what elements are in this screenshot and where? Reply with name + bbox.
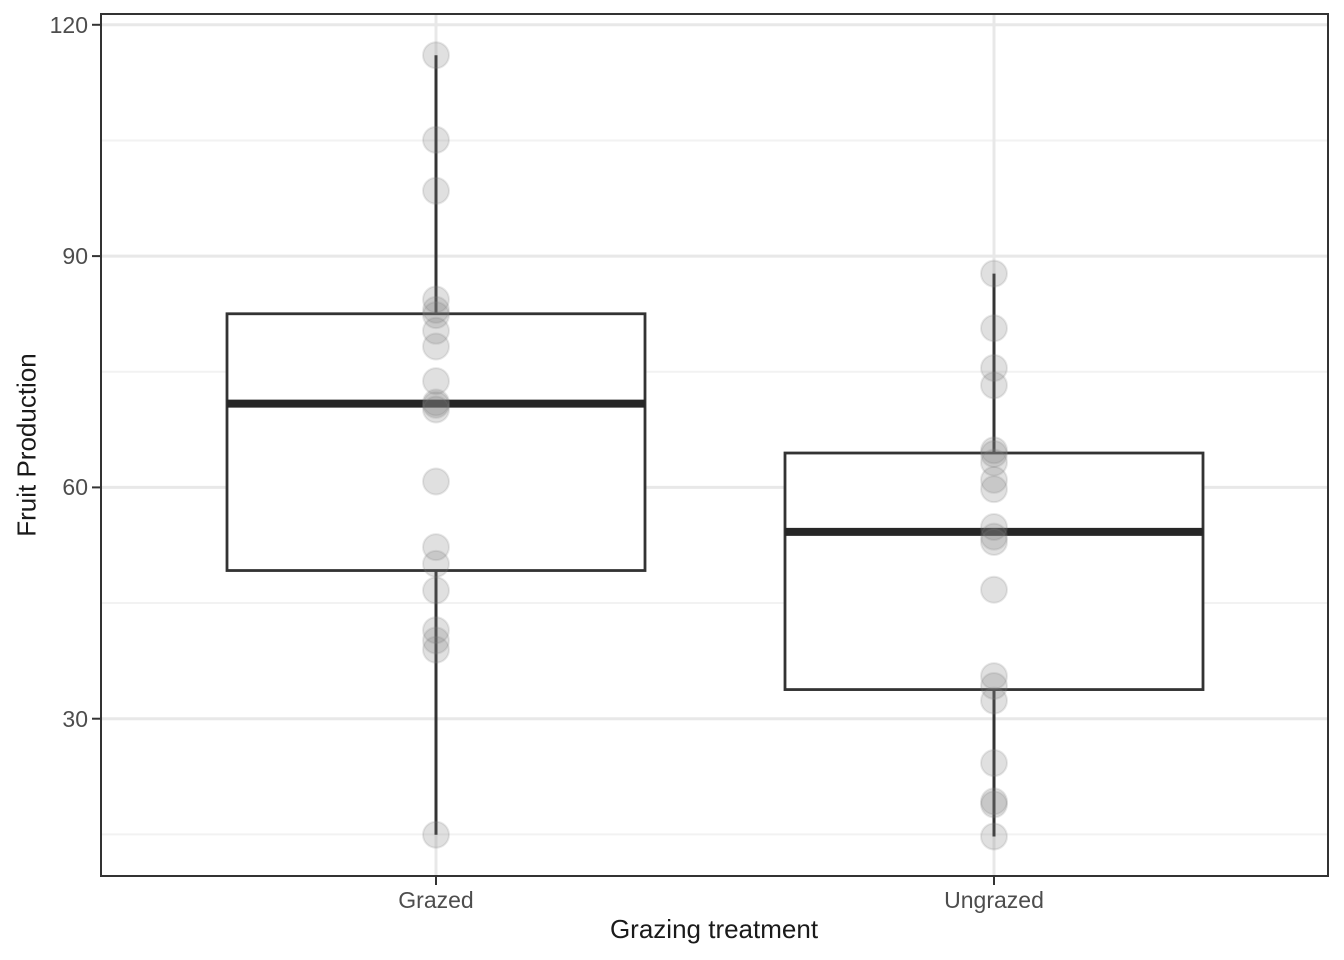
x-tick-label: Grazed <box>398 887 474 913</box>
x-tick-label: Ungrazed <box>944 887 1044 913</box>
y-tick-label: 90 <box>62 243 88 270</box>
data-point <box>422 388 450 417</box>
y-tick-label: 120 <box>49 11 88 38</box>
data-point <box>422 533 450 562</box>
data-point <box>980 522 1008 551</box>
data-point <box>980 822 1008 851</box>
data-point <box>980 475 1008 504</box>
data-point <box>980 465 1008 494</box>
y-axis-title: Fruit Production <box>11 353 42 537</box>
data-point <box>980 662 1008 691</box>
data-point <box>422 125 450 154</box>
data-point <box>980 448 1008 477</box>
data-point <box>980 371 1008 400</box>
data-point <box>422 635 450 664</box>
data-point <box>980 353 1008 382</box>
data-point <box>422 820 450 849</box>
x-axis-title: Grazing treatment <box>609 914 819 944</box>
data-point <box>980 314 1008 343</box>
data-point <box>980 436 1008 465</box>
data-point <box>422 616 450 645</box>
data-point <box>980 439 1008 468</box>
data-point <box>980 527 1008 556</box>
box-ungrazed <box>783 451 1205 691</box>
panel-border <box>100 13 1329 877</box>
data-point <box>422 332 450 361</box>
data-point <box>422 367 450 396</box>
data-point <box>422 626 450 655</box>
data-point <box>980 671 1008 700</box>
data-point <box>422 295 450 324</box>
data-point <box>422 301 450 330</box>
data-point <box>422 390 450 419</box>
data-point <box>422 395 450 424</box>
y-tick-label: 30 <box>62 705 88 732</box>
data-point <box>980 513 1008 542</box>
data-point <box>422 576 450 605</box>
data-point <box>422 316 450 345</box>
data-point <box>980 259 1008 288</box>
data-point <box>980 790 1008 819</box>
data-point <box>980 787 1008 816</box>
data-point <box>980 686 1008 715</box>
y-tick-label: 60 <box>62 474 88 501</box>
data-point <box>422 285 450 314</box>
data-point <box>422 549 450 578</box>
data-point <box>422 41 450 70</box>
data-point <box>980 575 1008 604</box>
data-point <box>422 467 450 496</box>
data-point <box>980 749 1008 778</box>
data-point <box>422 176 450 205</box>
box-grazed <box>225 312 647 572</box>
